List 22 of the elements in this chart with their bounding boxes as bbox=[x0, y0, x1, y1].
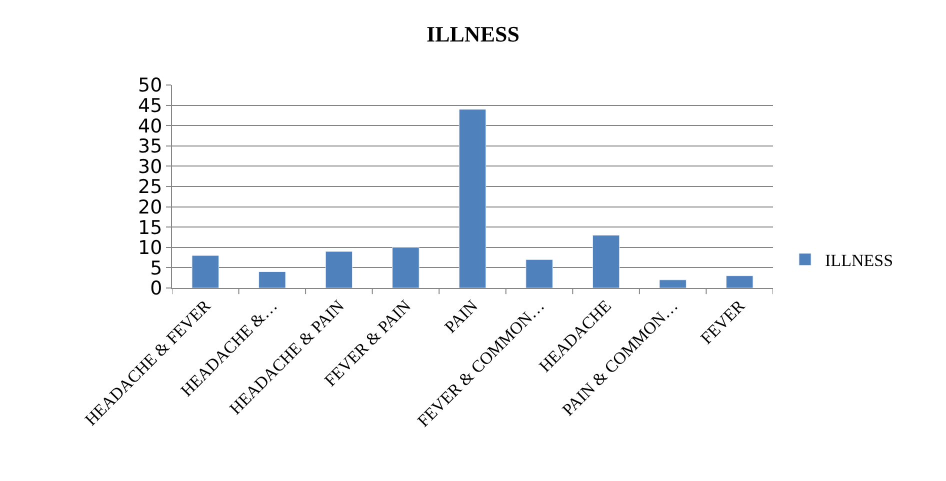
bar bbox=[325, 251, 353, 288]
y-tick-label: 45 bbox=[138, 94, 162, 117]
chart-title: ILLNESS bbox=[426, 21, 520, 46]
y-tick-label: 40 bbox=[138, 115, 162, 138]
y-tick-label: 15 bbox=[138, 216, 162, 239]
y-tick-label: 30 bbox=[138, 156, 162, 178]
bar bbox=[526, 259, 553, 288]
y-tick-label: 5 bbox=[150, 257, 162, 280]
bar bbox=[659, 280, 686, 288]
y-tick-label: 10 bbox=[138, 237, 162, 260]
bar bbox=[258, 272, 286, 288]
bar bbox=[392, 247, 420, 288]
y-tick-label: 20 bbox=[138, 196, 162, 218]
y-tick-label: 50 bbox=[138, 74, 162, 97]
legend-label: ILLNESS bbox=[825, 251, 894, 270]
y-tick-label: 25 bbox=[138, 176, 162, 198]
bar bbox=[458, 109, 486, 288]
bar bbox=[592, 234, 620, 288]
y-tick-label: 0 bbox=[150, 278, 162, 300]
bar bbox=[192, 255, 219, 288]
y-tick-label: 35 bbox=[138, 136, 162, 158]
bar bbox=[726, 276, 754, 288]
